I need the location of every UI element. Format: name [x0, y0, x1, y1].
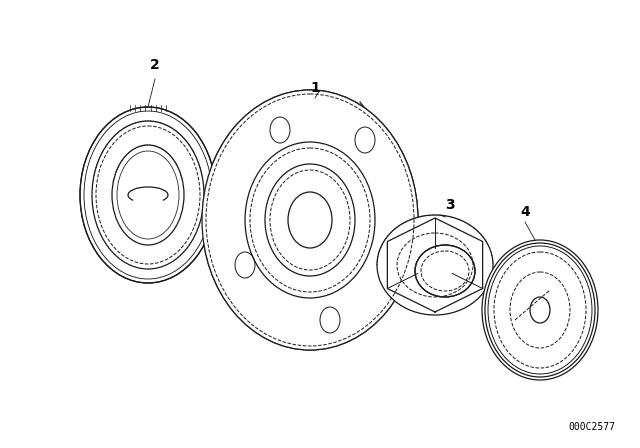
Ellipse shape — [80, 107, 216, 283]
Ellipse shape — [202, 90, 418, 350]
Text: 4: 4 — [520, 205, 530, 219]
Ellipse shape — [377, 215, 493, 315]
Text: 2: 2 — [150, 58, 160, 72]
Ellipse shape — [415, 245, 475, 297]
Polygon shape — [387, 218, 483, 312]
Ellipse shape — [482, 240, 598, 380]
Text: 1: 1 — [310, 81, 320, 95]
Ellipse shape — [202, 90, 418, 350]
Text: 3: 3 — [445, 198, 455, 212]
Ellipse shape — [279, 152, 411, 312]
Text: 000C2577: 000C2577 — [568, 422, 615, 432]
